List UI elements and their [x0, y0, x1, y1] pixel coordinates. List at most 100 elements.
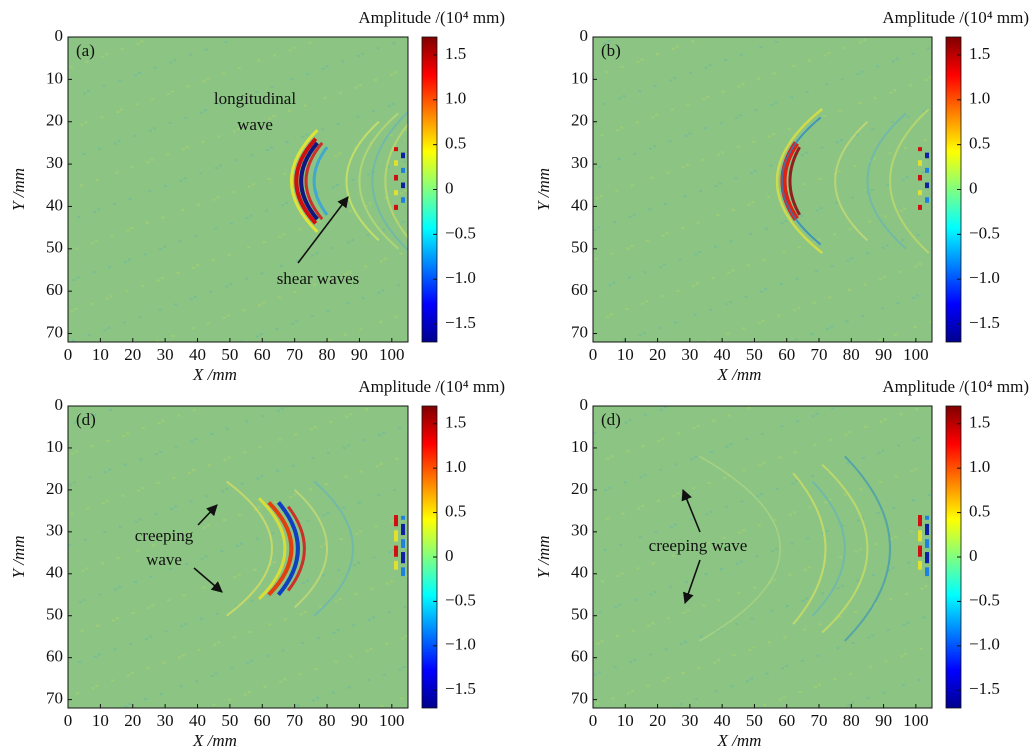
speckle	[801, 599, 805, 602]
wavefield	[593, 39, 932, 342]
speckle	[706, 95, 710, 98]
speckle	[311, 457, 315, 460]
speckle	[661, 437, 665, 440]
annotation-arrow	[297, 196, 349, 264]
speckle	[146, 666, 150, 669]
speckle	[133, 74, 137, 77]
speckle	[179, 179, 183, 182]
speckle	[617, 158, 621, 161]
speckle	[181, 148, 185, 151]
speckle	[770, 550, 774, 553]
speckle	[678, 258, 682, 261]
speckle	[616, 575, 620, 578]
speckle	[111, 619, 115, 622]
speckle	[283, 678, 287, 681]
speckle	[620, 572, 624, 575]
speckle	[123, 260, 127, 263]
speckle	[86, 507, 90, 510]
speckle	[313, 222, 317, 225]
source-noise	[925, 572, 929, 577]
speckle	[159, 248, 163, 251]
speckle	[76, 276, 80, 279]
speckle	[709, 308, 713, 311]
speckle	[828, 438, 832, 441]
speckle	[71, 452, 75, 455]
speckle	[665, 232, 669, 235]
speckle	[148, 635, 152, 638]
annotation: wave	[237, 115, 273, 134]
speckle	[255, 335, 259, 338]
speckle	[641, 302, 645, 305]
speckle	[177, 656, 181, 659]
speckle	[107, 326, 111, 329]
speckle	[616, 634, 620, 637]
speckle	[309, 428, 313, 431]
speckle	[840, 78, 844, 81]
speckle	[345, 415, 349, 418]
wave-front	[821, 463, 869, 634]
speckle	[843, 46, 847, 49]
x-tick-label: 100	[379, 345, 405, 364]
speckle	[199, 172, 203, 175]
speckle	[867, 636, 871, 639]
speckle	[83, 538, 87, 541]
speckle	[601, 580, 605, 583]
speckle	[234, 159, 238, 162]
speckle	[174, 445, 178, 448]
speckle	[342, 506, 346, 509]
speckle	[619, 543, 623, 546]
speckle	[291, 322, 295, 325]
speckle	[775, 487, 779, 490]
speckle	[805, 597, 809, 600]
speckle	[651, 116, 655, 119]
speckle	[247, 246, 251, 249]
speckle	[806, 537, 810, 540]
speckle	[100, 562, 104, 565]
speckle	[919, 202, 923, 205]
speckle	[336, 123, 340, 126]
speckle	[902, 624, 906, 627]
speckle	[831, 407, 835, 410]
wavefield	[68, 407, 408, 708]
speckle	[123, 463, 127, 466]
speckle	[136, 42, 140, 45]
speckle	[364, 204, 368, 207]
speckle	[630, 184, 634, 187]
speckle	[704, 66, 708, 69]
speckle	[352, 564, 356, 567]
speckle	[757, 322, 761, 325]
speckle	[172, 476, 176, 479]
colorbar-tick-label: −1.0	[969, 635, 1000, 654]
speckle	[722, 536, 726, 539]
x-tick-label: 40	[714, 345, 731, 364]
speckle	[72, 339, 76, 342]
speckle	[347, 686, 351, 689]
speckle	[136, 549, 140, 552]
speckle	[846, 704, 850, 707]
speckle	[303, 104, 307, 107]
speckle	[108, 266, 112, 269]
speckle	[778, 698, 782, 701]
speckle	[873, 96, 877, 99]
speckle	[77, 215, 81, 218]
speckle	[608, 426, 612, 429]
speckle	[135, 103, 139, 106]
y-axis-label: Y /mm	[534, 168, 553, 211]
speckle	[82, 152, 86, 155]
speckle	[717, 153, 721, 156]
speckle	[894, 333, 898, 336]
speckle	[815, 412, 819, 415]
x-tick-label: 30	[157, 711, 174, 730]
y-tick-label: 60	[46, 647, 63, 666]
speckle	[348, 270, 352, 273]
speckle	[749, 677, 753, 680]
speckle	[856, 73, 860, 76]
speckle	[903, 207, 907, 210]
speckle	[873, 603, 877, 606]
speckle	[886, 183, 890, 186]
source-noise	[918, 530, 922, 535]
speckle	[628, 215, 632, 218]
speckle	[245, 217, 249, 220]
speckle	[818, 623, 822, 626]
speckle	[350, 239, 354, 242]
